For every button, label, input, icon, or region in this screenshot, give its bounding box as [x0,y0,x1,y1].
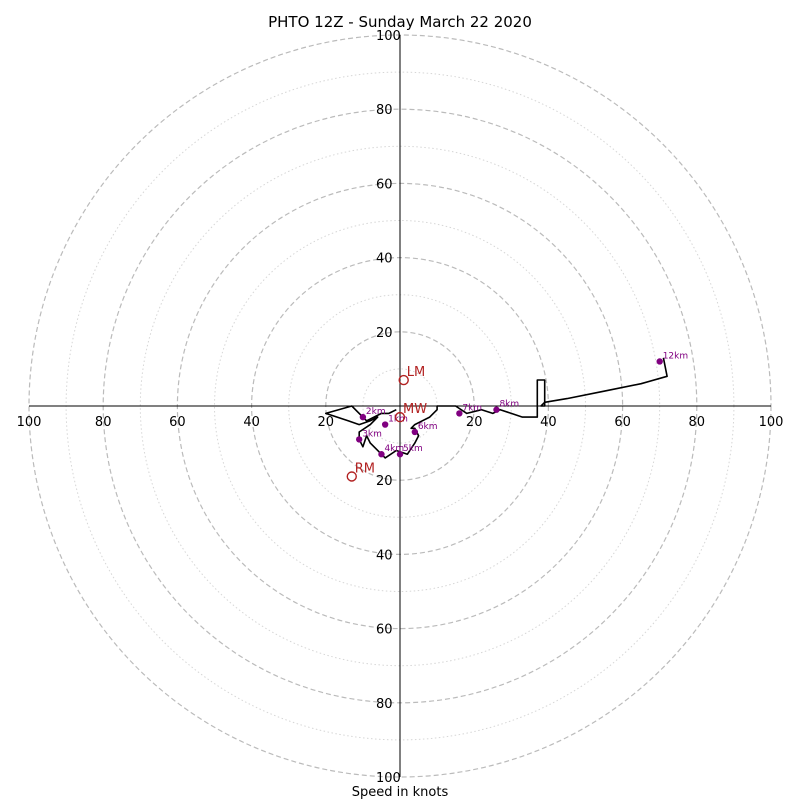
y-tick-label: 20 [376,326,393,341]
y-tick-label: 60 [376,177,393,192]
storm-motion-label-RM: RM [355,461,375,476]
height-label-7km: 7km [462,403,482,413]
storm-motion-marker-LM [398,374,409,386]
x-tick-label: 80 [689,415,706,430]
x-tick-label: 40 [540,415,557,430]
tick-labels: 100 80 60 40 20 20 40 60 80 100 100 80 60 40 20 20 40 60 8… [17,29,784,786]
y-tick-label: 100 [376,29,401,44]
hodograph-trace [324,357,668,459]
x-tick-label: 20 [466,415,483,430]
height-marker-1km [381,421,389,428]
height-marker-6km [411,428,419,436]
y-tick-label: 80 [376,103,393,118]
x-tick-label: 20 [318,415,335,430]
height-marker-2km [359,413,367,421]
storm-motion-marker-MW [394,411,406,423]
storm-motion-label-LM: LM [407,365,425,380]
height-marker-7km [456,410,463,417]
storm-motion-marker-RM [346,471,357,482]
x-tick-label: 100 [17,415,42,430]
height-marker-8km [493,406,500,413]
y-tick-label: 80 [376,697,393,712]
x-tick-label: 80 [95,415,112,430]
chart-title: PHTO 12Z - Sunday March 22 2020 [268,13,532,31]
y-tick-label: 100 [376,771,401,786]
x-tick-label: 60 [169,415,186,430]
height-label-3km: 3km [362,429,382,439]
height-marker-4km [378,451,385,458]
height-label-5km: 5km [403,444,423,454]
y-tick-label: 20 [376,474,393,489]
storm-motion-label-MW: MW [403,402,427,417]
x-tick-label: 40 [243,415,260,430]
storm-motion-markers: LM RM MW [346,365,427,482]
height-label-6km: 6km [418,422,438,432]
height-label-4km: 4km [384,444,404,454]
height-label-8km: 8km [499,400,519,410]
height-label-2km: 2km [366,407,386,417]
height-marker-12km [656,358,663,365]
height-label-12km: 12km [663,351,688,361]
x-axis-label: Speed in knots [352,785,449,800]
y-tick-label: 40 [376,252,393,267]
x-tick-label: 100 [759,415,784,430]
height-marker-3km [355,436,363,443]
y-tick-label: 60 [376,623,393,638]
x-tick-label: 60 [614,415,631,430]
axes [29,35,771,777]
y-tick-label: 40 [376,548,393,563]
height-label-1km: 1km [388,415,408,425]
height-marker-5km [396,451,404,458]
hodograph-line [324,357,668,459]
